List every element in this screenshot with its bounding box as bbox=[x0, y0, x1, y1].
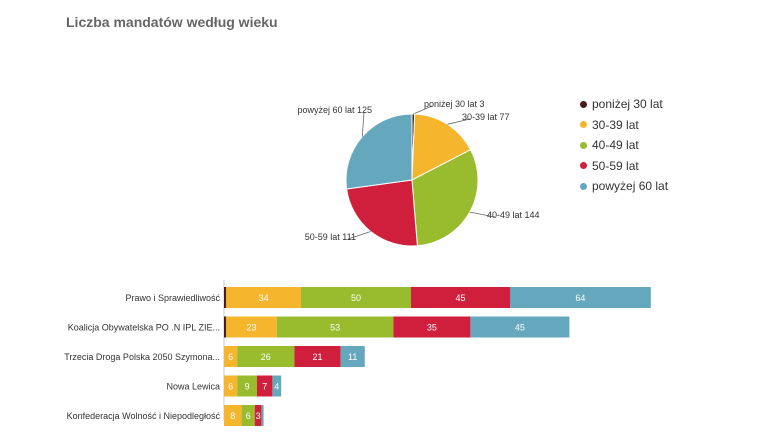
legend-item-ponizej-30-lat[interactable]: poniżej 30 lat bbox=[580, 94, 668, 115]
bar-data-label: 6 bbox=[246, 411, 251, 421]
bar-segment-40-49-lat[interactable] bbox=[237, 375, 257, 397]
legend-item-30-39-lat[interactable]: 30-39 lat bbox=[580, 115, 668, 136]
bar-data-label: 6 bbox=[228, 352, 233, 362]
bar-data-label: 21 bbox=[312, 352, 322, 362]
bar-segment-40-49-lat[interactable] bbox=[276, 316, 394, 338]
legend-marker bbox=[580, 162, 587, 170]
bar-data-label: 6 bbox=[228, 382, 233, 392]
pie-data-label-40-49-lat: 40-49 lat 144 bbox=[487, 210, 540, 220]
chart-title: Liczba mandatów według wieku bbox=[66, 14, 278, 30]
bar-segment-30-39-lat[interactable] bbox=[224, 405, 242, 426]
legend-label: 50-59 lat bbox=[592, 158, 639, 173]
legend-item-50-59-lat[interactable]: 50-59 lat bbox=[580, 156, 668, 177]
bar-category-label: Nowa Lewica bbox=[166, 382, 220, 392]
bar-category-label: Konfederacja Wolność i Niepodległość bbox=[67, 411, 221, 421]
bar-segment-50-59-lat[interactable] bbox=[257, 375, 273, 397]
bar-segment-30-39-lat[interactable] bbox=[226, 287, 301, 308]
bar-segment-powyzej-60-lat[interactable] bbox=[272, 375, 282, 397]
pie-connector-50-59-lat bbox=[347, 231, 371, 240]
bar-segment-40-49-lat[interactable] bbox=[241, 405, 255, 426]
bar-data-label: 11 bbox=[348, 352, 357, 362]
pie-data-label-30-39-lat: 30-39 lat 77 bbox=[462, 112, 510, 122]
bar-segment-powyzej-60-lat[interactable] bbox=[510, 287, 651, 308]
legend-item-powyzej-60-lat[interactable]: powyżej 60 lat bbox=[580, 176, 668, 197]
bar-segment-30-39-lat[interactable] bbox=[226, 316, 277, 338]
bar-data-label: 53 bbox=[330, 323, 340, 333]
pie-connector-40-49-lat bbox=[469, 211, 496, 218]
bar-data-label: 8 bbox=[230, 411, 235, 421]
bar-data-label: 3 bbox=[256, 411, 261, 421]
bar-segment-50-59-lat[interactable] bbox=[254, 405, 262, 426]
bar-segment-ponizej-30-lat[interactable] bbox=[224, 316, 227, 338]
pie-connector-ponizej-30-lat bbox=[413, 105, 433, 115]
bar-data-label: 34 bbox=[259, 293, 269, 303]
pie-chart: poniżej 30 lat 3 30-39 lat 77 40-49 lat 14… bbox=[297, 99, 540, 247]
legend-marker bbox=[580, 182, 587, 190]
bar-data-label: 23 bbox=[246, 323, 256, 333]
legend-label: 30-39 lat bbox=[592, 117, 639, 132]
bar-segment-30-39-lat[interactable] bbox=[224, 375, 238, 397]
bar-data-label: 45 bbox=[455, 293, 465, 303]
bar-segment-powyzej-60-lat[interactable] bbox=[470, 316, 570, 338]
pie-data-label-50-59-lat: 50-59 lat 111 bbox=[305, 232, 356, 242]
bar-segment-powyzej-60-lat[interactable] bbox=[261, 405, 264, 426]
bar-segment-40-49-lat[interactable] bbox=[237, 346, 295, 367]
bar-data-label: 45 bbox=[515, 323, 525, 333]
bar-segment-30-39-lat[interactable] bbox=[224, 346, 238, 367]
bar-category-label: Prawo i Sprawiedliwość bbox=[125, 293, 220, 303]
legend-marker bbox=[580, 121, 587, 129]
legend-marker bbox=[580, 141, 587, 149]
pie-slice-50-59-lat[interactable] bbox=[346, 179, 418, 247]
bar-data-label: 4 bbox=[274, 382, 279, 392]
bar-data-label: 9 bbox=[245, 382, 250, 392]
legend-label: 40-49 lat bbox=[592, 138, 639, 153]
bar-category-label: Trzecia Droga Polska 2050 Szymona... bbox=[64, 352, 220, 362]
pie-data-label-ponizej-30-lat: poniżej 30 lat 3 bbox=[424, 99, 485, 109]
bar-data-label: 7 bbox=[262, 382, 267, 392]
bar-segment-powyzej-60-lat[interactable] bbox=[340, 346, 365, 367]
bar-category-label: Koalicja Obywatelska PO .N IPL ZIE... bbox=[68, 323, 220, 333]
pie-slice-30-39-lat[interactable] bbox=[411, 113, 472, 181]
bar-data-label: 35 bbox=[427, 323, 437, 333]
pie-slice-powyzej-60-lat[interactable] bbox=[345, 113, 413, 190]
bar-segment-ponizej-30-lat[interactable] bbox=[224, 287, 227, 308]
pie-connector-powyzej-60-lat bbox=[361, 111, 365, 137]
bar-data-label: 26 bbox=[261, 352, 271, 362]
bar-data-label: 50 bbox=[351, 293, 361, 303]
legend-item-40-49-lat[interactable]: 40-49 lat bbox=[580, 135, 668, 156]
bar-segment-50-59-lat[interactable] bbox=[393, 316, 471, 338]
legend-marker bbox=[580, 100, 587, 108]
bar-data-label: 64 bbox=[575, 293, 585, 303]
pie-connector-30-39-lat bbox=[447, 118, 471, 125]
legend-label: poniżej 30 lat bbox=[592, 97, 663, 112]
bar-segment-40-49-lat[interactable] bbox=[301, 287, 411, 308]
bar-segment-50-59-lat[interactable] bbox=[411, 287, 510, 308]
legend-label: powyżej 60 lat bbox=[592, 179, 669, 194]
pie-legend: poniżej 30 lat 30-39 lat 40-49 lat 50-59 la… bbox=[580, 94, 668, 197]
pie-data-label-powyzej-60-lat: powyżej 60 lat 125 bbox=[297, 105, 372, 115]
bar-segment-50-59-lat[interactable] bbox=[294, 346, 341, 367]
